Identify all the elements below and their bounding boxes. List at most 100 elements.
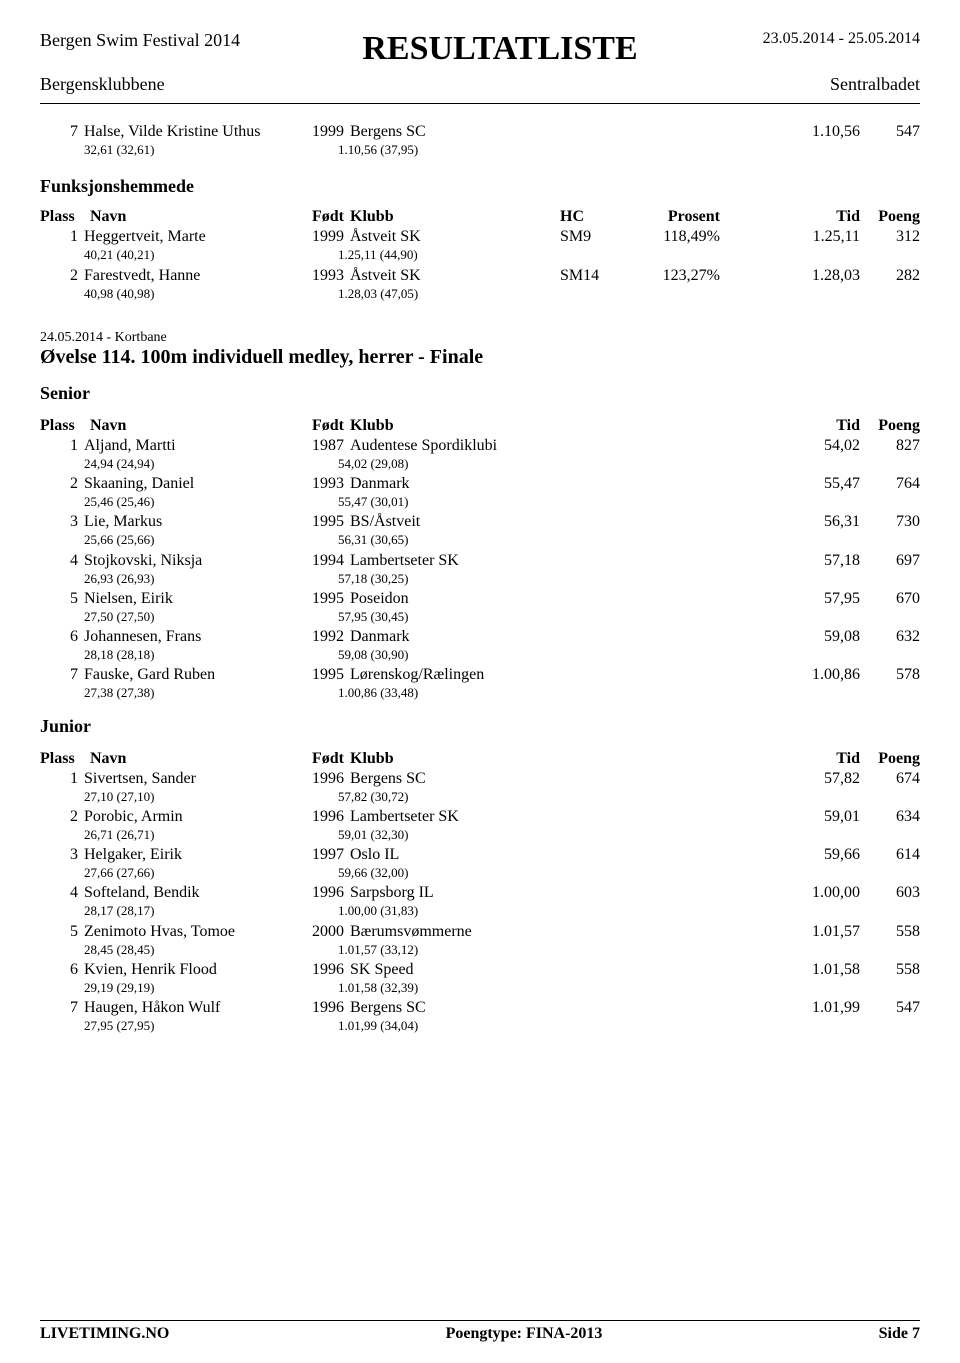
points: 603 — [860, 883, 920, 903]
place: 1 — [40, 436, 84, 456]
result-row: 7Haugen, Håkon Wulf1996Bergens SC1.01,99… — [40, 998, 920, 1018]
splits-row: 26,93 (26,93)57,18 (30,25) — [40, 571, 920, 587]
result-block: 7Haugen, Håkon Wulf1996Bergens SC1.01,99… — [40, 998, 920, 1034]
col-tid: Tid — [775, 416, 860, 436]
place: 2 — [40, 807, 84, 827]
splits-row: 28,18 (28,18)59,08 (30,90) — [40, 647, 920, 663]
senior-rows: 1Aljand, Martti1987Audentese Spordiklubi… — [40, 436, 920, 702]
disabled-rows: 1Heggertveit, Marte1999Åstveit SKSM9118,… — [40, 227, 920, 302]
place: 1 — [40, 227, 84, 247]
page-title: RESULTATLISTE — [280, 30, 720, 68]
split-1: 29,19 (29,19) — [40, 980, 288, 996]
club-name: Lambertseter SK — [350, 551, 560, 571]
splits-row: 27,66 (27,66)59,66 (32,00) — [40, 865, 920, 881]
split-2: 55,47 (30,01) — [338, 494, 548, 510]
time: 57,95 — [775, 589, 860, 609]
col-klubb: Klubb — [350, 416, 560, 436]
result-block: 3Helgaker, Eirik1997Oslo IL59,6661427,66… — [40, 845, 920, 881]
split-1: 27,95 (27,95) — [40, 1018, 288, 1034]
birth-year: 1987 — [294, 436, 350, 456]
col-prosent: Prosent — [630, 207, 720, 227]
header-rule — [40, 103, 920, 104]
col-klubb: Klubb — [350, 207, 560, 227]
split-1: 40,21 (40,21) — [40, 247, 288, 263]
page-header: Bergen Swim Festival 2014 RESULTATLISTE … — [40, 30, 920, 95]
split-2: 1.28,03 (47,05) — [338, 286, 548, 302]
split-1: 28,45 (28,45) — [40, 942, 288, 958]
birth-year: 1999 — [294, 122, 350, 142]
swimmer-name: Kvien, Henrik Flood — [84, 960, 294, 980]
col-poeng: Poeng — [860, 416, 920, 436]
place: 7 — [40, 998, 84, 1018]
col-hc: HC — [560, 207, 630, 227]
points: 614 — [860, 845, 920, 865]
split-1: 25,46 (25,46) — [40, 494, 288, 510]
splits-row: 24,94 (24,94)54,02 (29,08) — [40, 456, 920, 472]
split-1: 27,10 (27,10) — [40, 789, 288, 805]
place: 2 — [40, 266, 84, 286]
birth-year: 1994 — [294, 551, 350, 571]
time: 55,47 — [775, 474, 860, 494]
splits-row: 25,66 (25,66)56,31 (30,65) — [40, 532, 920, 548]
birth-year: 2000 — [294, 922, 350, 942]
result-block: 4Softeland, Bendik1996Sarpsborg IL1.00,0… — [40, 883, 920, 919]
split-1: 32,61 (32,61) — [40, 142, 288, 158]
result-block: 4Stojkovski, Niksja1994Lambertseter SK57… — [40, 551, 920, 587]
place: 3 — [40, 845, 84, 865]
birth-year: 1995 — [294, 589, 350, 609]
result-row: 1Sivertsen, Sander1996Bergens SC57,82674 — [40, 769, 920, 789]
time: 1.28,03 — [775, 266, 860, 286]
col-tid: Tid — [775, 207, 860, 227]
splits-row: 27,50 (27,50)57,95 (30,45) — [40, 609, 920, 625]
club-name: Bærumsvømmerne — [350, 922, 560, 942]
result-row: 4Stojkovski, Niksja1994Lambertseter SK57… — [40, 551, 920, 571]
result-block: 7Fauske, Gard Ruben1995Lørenskog/Rælinge… — [40, 665, 920, 701]
splits-row: 27,95 (27,95)1.01,99 (34,04) — [40, 1018, 920, 1034]
swimmer-name: Zenimoto Hvas, Tomoe — [84, 922, 294, 942]
splits-row: 25,46 (25,46) 55,47 (30,01) — [40, 494, 920, 510]
club-name: Oslo IL — [350, 845, 560, 865]
split-1: 28,17 (28,17) — [40, 903, 288, 919]
result-block: 2Farestvedt, Hanne1993Åstveit SKSM14123,… — [40, 266, 920, 302]
result-block: 5Zenimoto Hvas, Tomoe2000Bærumsvømmerne1… — [40, 922, 920, 958]
birth-year: 1995 — [294, 665, 350, 685]
time: 1.00,86 — [775, 665, 860, 685]
time: 1.01,58 — [775, 960, 860, 980]
split-1: 24,94 (24,94) — [40, 456, 288, 472]
points: 312 — [860, 227, 920, 247]
result-row: 5Nielsen, Eirik1995Poseidon57,95670 — [40, 589, 920, 609]
birth-year: 1993 — [294, 474, 350, 494]
split-1: 27,38 (27,38) — [40, 685, 288, 701]
col-navn: Navn — [90, 207, 294, 227]
hc: SM14 — [560, 266, 630, 286]
result-row: 4Softeland, Bendik1996Sarpsborg IL1.00,0… — [40, 883, 920, 903]
swimmer-name: Halse, Vilde Kristine Uthus — [84, 122, 294, 142]
col-plass: Plass — [40, 416, 90, 436]
swimmer-name: Johannesen, Frans — [84, 627, 294, 647]
col-plass: Plass — [40, 207, 90, 227]
time: 59,01 — [775, 807, 860, 827]
time: 1.10,56 — [775, 122, 860, 142]
points: 674 — [860, 769, 920, 789]
junior-rows: 1Sivertsen, Sander1996Bergens SC57,82674… — [40, 769, 920, 1035]
split-1: 25,66 (25,66) — [40, 532, 288, 548]
split-2: 1.01,57 (33,12) — [338, 942, 548, 958]
col-fodt: Født — [294, 207, 350, 227]
points: 547 — [860, 998, 920, 1018]
club-name: Lørenskog/Rælingen — [350, 665, 560, 685]
club-name: Åstveit SK — [350, 227, 560, 247]
time: 57,18 — [775, 551, 860, 571]
top-result: 7 Halse, Vilde Kristine Uthus 1999 Berge… — [40, 122, 920, 158]
time: 59,08 — [775, 627, 860, 647]
birth-year: 1996 — [294, 883, 350, 903]
footer-row: LIVETIMING.NO Poengtype: FINA-2013 Side … — [40, 1325, 920, 1343]
split-1: 40,98 (40,98) — [40, 286, 288, 302]
split-1: 26,71 (26,71) — [40, 827, 288, 843]
result-row: 7 Halse, Vilde Kristine Uthus 1999 Berge… — [40, 122, 920, 142]
swimmer-name: Aljand, Martti — [84, 436, 294, 456]
birth-year: 1999 — [294, 227, 350, 247]
split-2: 57,82 (30,72) — [338, 789, 548, 805]
split-2: 1.00,00 (31,83) — [338, 903, 548, 919]
swimmer-name: Heggertveit, Marte — [84, 227, 294, 247]
footer-right: Side 7 — [879, 1325, 920, 1343]
